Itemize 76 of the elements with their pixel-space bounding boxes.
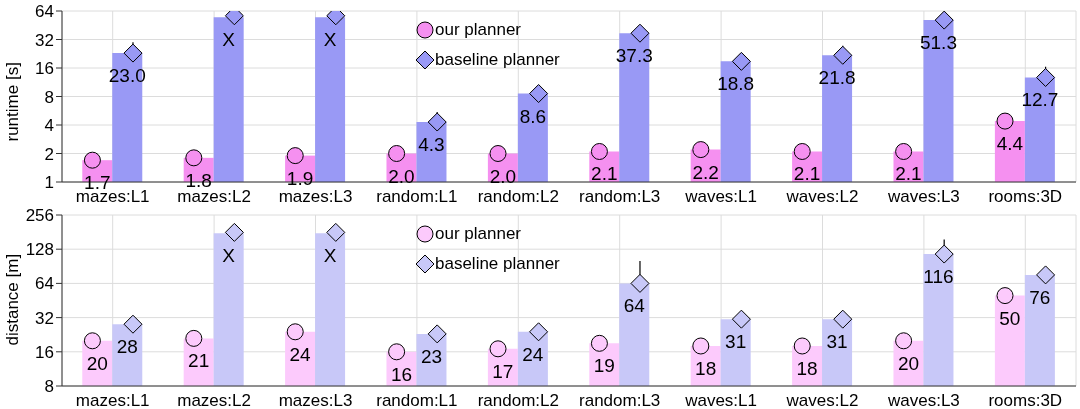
x-tick-label: mazes:L2 (177, 391, 251, 409)
data-label: 24 (522, 343, 544, 365)
y-tick-label: 16 (35, 342, 54, 362)
data-label: 19 (593, 355, 615, 377)
x-tick-label: waves:L3 (886, 391, 960, 409)
data-label: X (222, 29, 236, 51)
data-label: 28 (116, 336, 138, 358)
data-label: 18 (695, 357, 717, 379)
x-tick-label: random:L3 (579, 187, 661, 207)
data-label: 1.9 (286, 167, 314, 189)
data-label: 64 (623, 295, 646, 317)
x-tick-label: waves:L2 (785, 187, 859, 207)
data-label: 4.3 (418, 134, 445, 156)
y-tick-label: 16 (35, 59, 54, 79)
y-tick-label: 64 (35, 274, 54, 294)
x-tick-label: random:L1 (376, 391, 458, 409)
data-label: 21 (188, 350, 210, 372)
data-label: 2.0 (489, 165, 517, 187)
y-tick-label: 128 (25, 240, 54, 260)
x-tick-label: random:L2 (477, 391, 559, 409)
data-label: 18.8 (717, 73, 755, 95)
data-label: 2.1 (591, 163, 618, 185)
data-label: 4.4 (996, 133, 1024, 155)
x-tick-label: random:L2 (477, 187, 559, 207)
data-label: 23 (420, 345, 443, 367)
data-label: 23.0 (108, 65, 146, 87)
x-tick-label: mazes:L3 (278, 391, 353, 409)
y-tick-label: 8 (44, 377, 54, 397)
data-label: 76 (1029, 286, 1051, 308)
y-tick-label: 8 (44, 87, 54, 107)
data-label: 2.1 (895, 163, 922, 185)
data-label: 24 (289, 343, 312, 365)
x-tick-label: random:L3 (579, 391, 661, 409)
y-tick-label: 256 (25, 206, 54, 226)
y-tick-label: 64 (35, 2, 54, 22)
data-label: 51.3 (919, 32, 957, 54)
y-tick-label: 32 (35, 30, 54, 50)
data-label: 8.6 (519, 105, 547, 127)
data-label: X (222, 245, 236, 267)
data-label: 2.1 (793, 163, 821, 185)
x-tick-label: rooms:3D (988, 391, 1063, 409)
x-tick-label: mazes:L3 (278, 187, 353, 207)
data-label: 17 (492, 360, 514, 382)
data-label: 50 (999, 307, 1021, 329)
x-tick-label: waves:L1 (684, 187, 758, 207)
legend-label: baseline planner (435, 50, 560, 70)
data-label: 37.3 (615, 45, 653, 67)
y-tick-label: 1 (44, 173, 54, 193)
x-tick-label: rooms:3D (988, 187, 1063, 207)
legend-label: baseline planner (435, 254, 560, 274)
data-label: 2.2 (692, 161, 719, 183)
data-label: 20 (897, 352, 920, 374)
x-tick-label: random:L1 (376, 187, 458, 207)
x-tick-label: mazes:L1 (75, 391, 150, 409)
data-label: 31 (826, 331, 848, 353)
data-label: X (323, 245, 337, 267)
legend-label: our planner (435, 20, 522, 40)
data-label: 16 (390, 363, 413, 385)
y-tick-label: 4 (44, 116, 54, 136)
data-label: 1.7 (84, 172, 111, 194)
legend-label: our planner (435, 224, 522, 244)
data-label: 18 (796, 357, 818, 379)
data-label: 2.0 (388, 165, 415, 187)
y-tick-label: 2 (44, 144, 54, 164)
x-tick-label: waves:L2 (785, 391, 859, 409)
x-tick-label: waves:L3 (886, 187, 960, 207)
y-axis-title: runtime [s] (3, 62, 23, 142)
data-label: 12.7 (1021, 89, 1059, 111)
data-label: 20 (86, 352, 108, 374)
data-label: X (323, 29, 337, 51)
data-label: 116 (923, 266, 954, 288)
x-tick-label: waves:L1 (684, 391, 758, 409)
data-label: 31 (725, 331, 747, 353)
y-axis-title: distance [m] (3, 253, 23, 346)
y-tick-label: 32 (35, 308, 54, 328)
data-label: 21.8 (818, 67, 856, 89)
